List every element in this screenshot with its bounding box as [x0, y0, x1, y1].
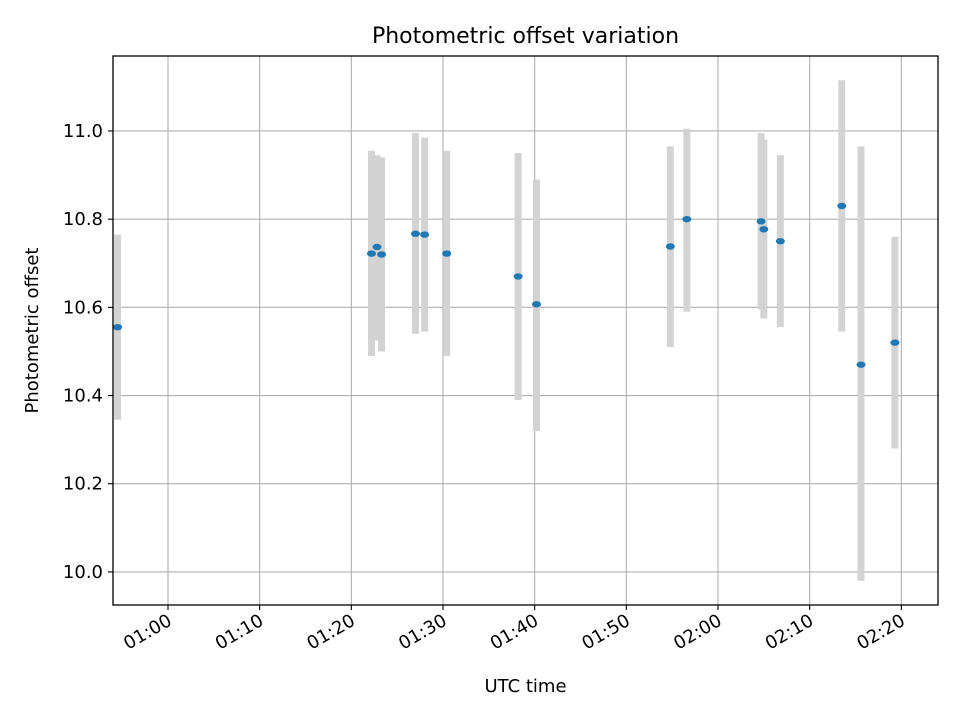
data-point — [756, 218, 766, 225]
y-tick-label: 10.0 — [63, 562, 103, 583]
data-point — [856, 361, 866, 368]
data-point — [890, 339, 900, 346]
y-tick-label: 11.0 — [63, 121, 103, 142]
data-point — [682, 215, 692, 223]
data-point — [513, 273, 523, 280]
data-point — [759, 226, 769, 233]
y-tick-label: 10.6 — [63, 297, 103, 318]
data-point — [411, 230, 420, 237]
y-tick-label: 10.8 — [63, 209, 103, 230]
y-tick-label: 10.2 — [63, 474, 103, 495]
data-point — [665, 243, 675, 250]
data-point — [113, 323, 123, 331]
data-point — [377, 251, 387, 258]
data-points — [113, 202, 900, 368]
data-point — [532, 301, 541, 308]
y-tick-label: 10.4 — [63, 386, 103, 407]
data-point — [442, 250, 452, 257]
data-point — [367, 250, 376, 257]
plot-area-frame — [112, 55, 939, 606]
data-point — [420, 231, 430, 238]
data-point — [775, 238, 785, 245]
data-point — [372, 243, 382, 251]
x-axis-label: UTC time — [484, 676, 566, 697]
y-axis-label: Photometric offset — [22, 248, 43, 414]
chart-title: Photometric offset variation — [372, 24, 679, 49]
data-point — [837, 202, 847, 210]
